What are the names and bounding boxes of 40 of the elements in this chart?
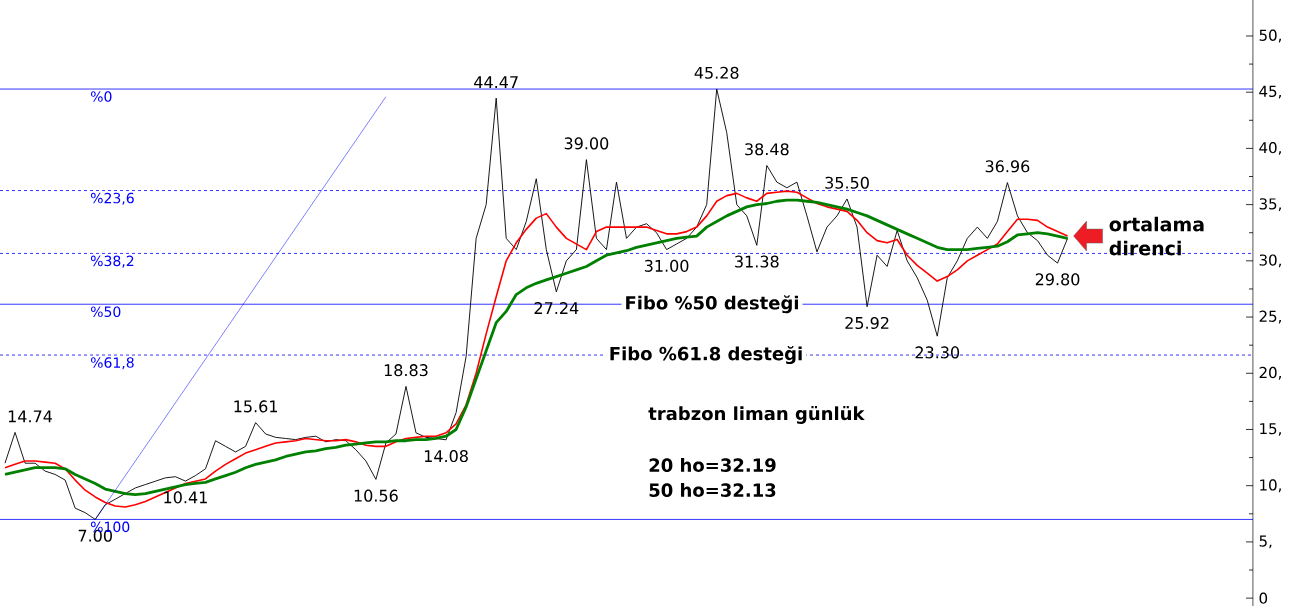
data-label: 31.38	[735, 255, 779, 268]
data-label: 15.61	[234, 400, 278, 413]
y-tick-label: 5,	[1259, 535, 1272, 549]
y-tick-label: 15,	[1260, 423, 1281, 436]
annotation: %38,2	[90, 255, 134, 268]
data-label: 23.30	[915, 346, 960, 359]
annotation: Fibo %50 desteği	[626, 295, 798, 314]
data-label: 25.92	[845, 316, 889, 329]
annotation: %50	[90, 306, 121, 318]
y-tick-label: 35,	[1259, 198, 1281, 212]
annotation: %23,6	[90, 192, 134, 205]
data-label: 14.08	[424, 450, 468, 463]
annotation: 50 ho=32.13	[649, 483, 776, 497]
annotation: trabzon liman günlük	[648, 406, 865, 424]
data-label: 10.41	[164, 491, 207, 504]
data-label: 39.00	[564, 137, 609, 150]
annotation: %0	[90, 91, 112, 102]
data-label: 18.83	[384, 364, 428, 377]
data-label: 10.56	[354, 489, 398, 502]
data-label: 44.47	[474, 76, 518, 88]
data-label: 36.96	[985, 160, 1030, 173]
y-tick-label: 20,	[1259, 366, 1281, 380]
annotation: %61,8	[90, 357, 134, 370]
y-tick-label: 10,	[1260, 479, 1281, 493]
data-label: 38.48	[745, 143, 789, 156]
data-label: 27.24	[534, 302, 579, 314]
y-tick-label: 0	[1259, 592, 1268, 604]
annotation: Fibo %61.8 desteği	[610, 346, 802, 365]
y-tick-label: 25,	[1259, 310, 1281, 324]
y-tick-label: 40,	[1259, 141, 1281, 155]
data-label: 14.74	[8, 410, 52, 423]
y-tick-label: 30,	[1259, 254, 1281, 268]
data-label: 31.00	[644, 259, 689, 272]
data-label: 45.28	[694, 66, 739, 79]
annotation: ortalama direnci	[1109, 216, 1204, 256]
annotation: 20 ho=32.19	[649, 458, 776, 472]
data-label: 35.50	[825, 176, 869, 189]
y-tick-label: 50,	[1259, 29, 1281, 43]
y-tick-label: 45,	[1259, 85, 1281, 99]
data-label: 29.80	[1035, 273, 1080, 286]
